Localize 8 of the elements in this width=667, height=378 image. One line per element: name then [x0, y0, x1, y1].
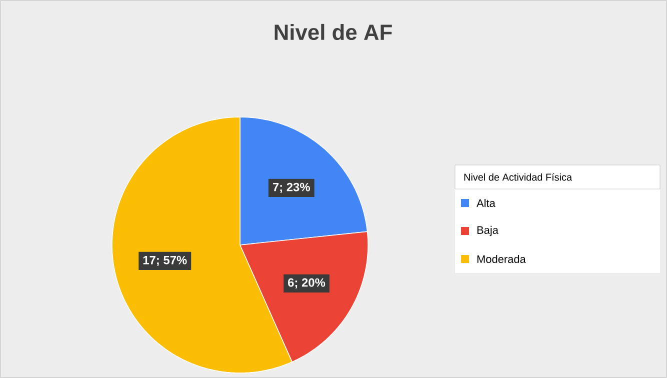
legend-label: Baja — [477, 226, 498, 236]
data-label: 7; 23% — [272, 182, 310, 194]
data-label: 6; 20% — [288, 278, 326, 288]
legend-title: Nivel de Actividad Física — [464, 173, 572, 181]
data-label: 17; 57% — [143, 256, 187, 266]
legend-label: Moderada — [477, 254, 526, 264]
chart-title: Nivel de AF — [274, 24, 392, 40]
legend-label: Alta — [476, 198, 496, 208]
